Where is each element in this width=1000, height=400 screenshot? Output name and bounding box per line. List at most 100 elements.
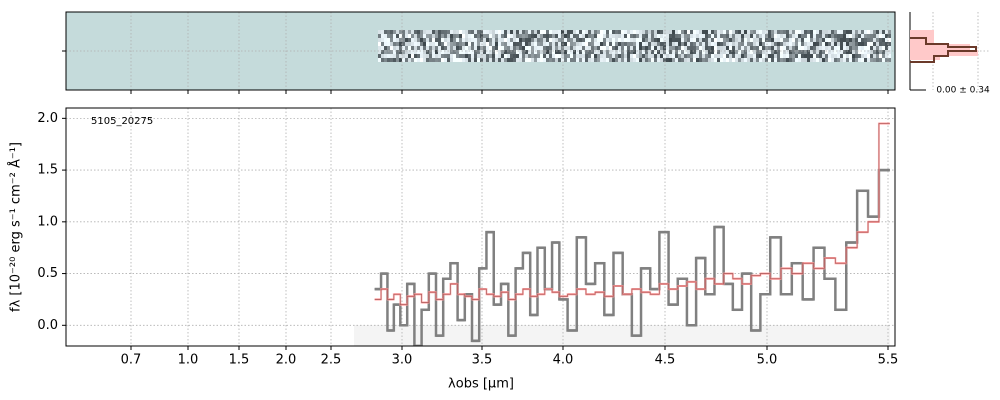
image-pixel bbox=[561, 30, 564, 34]
image-pixel bbox=[471, 54, 474, 58]
image-pixel bbox=[606, 46, 609, 50]
image-pixel bbox=[564, 54, 567, 58]
image-pixel bbox=[717, 58, 720, 62]
image-pixel bbox=[378, 46, 381, 50]
image-pixel bbox=[672, 54, 675, 58]
image-pixel bbox=[468, 30, 471, 34]
image-pixel bbox=[522, 46, 525, 50]
image-pixel bbox=[513, 58, 516, 62]
image-pixel bbox=[822, 34, 825, 38]
image-pixel bbox=[738, 30, 741, 34]
image-pixel bbox=[381, 42, 384, 46]
image-pixel bbox=[417, 42, 420, 46]
image-pixel bbox=[867, 42, 870, 46]
image-pixel bbox=[570, 50, 573, 54]
image-pixel bbox=[774, 54, 777, 58]
image-pixel bbox=[411, 58, 414, 62]
image-pixel bbox=[474, 42, 477, 46]
image-pixel bbox=[573, 30, 576, 34]
image-pixel bbox=[801, 34, 804, 38]
image-pixel bbox=[738, 38, 741, 42]
image-pixel bbox=[864, 54, 867, 58]
image-pixel bbox=[756, 38, 759, 42]
image-pixel bbox=[477, 54, 480, 58]
image-pixel bbox=[837, 54, 840, 58]
image-pixel bbox=[711, 54, 714, 58]
image-pixel bbox=[765, 50, 768, 54]
image-pixel bbox=[405, 38, 408, 42]
image-pixel bbox=[441, 34, 444, 38]
image-pixel bbox=[795, 42, 798, 46]
image-pixel bbox=[720, 34, 723, 38]
image-pixel bbox=[570, 54, 573, 58]
image-pixel bbox=[693, 46, 696, 50]
image-pixel bbox=[723, 42, 726, 46]
image-pixel bbox=[639, 38, 642, 42]
image-pixel bbox=[792, 30, 795, 34]
image-pixel bbox=[624, 30, 627, 34]
image-pixel bbox=[666, 58, 669, 62]
image-pixel bbox=[708, 50, 711, 54]
image-pixel bbox=[804, 34, 807, 38]
image-pixel bbox=[558, 54, 561, 58]
image-pixel bbox=[822, 54, 825, 58]
image-pixel bbox=[540, 58, 543, 62]
image-pixel bbox=[693, 38, 696, 42]
image-pixel bbox=[615, 54, 618, 58]
image-pixel bbox=[702, 30, 705, 34]
image-pixel bbox=[558, 30, 561, 34]
image-pixel bbox=[699, 54, 702, 58]
image-pixel bbox=[675, 54, 678, 58]
image-pixel bbox=[888, 54, 891, 58]
image-pixel bbox=[495, 42, 498, 46]
image-pixel bbox=[492, 50, 495, 54]
image-pixel bbox=[828, 58, 831, 62]
image-pixel bbox=[729, 50, 732, 54]
image-pixel bbox=[867, 46, 870, 50]
image-pixel bbox=[654, 58, 657, 62]
image-pixel bbox=[525, 34, 528, 38]
image-pixel bbox=[882, 34, 885, 38]
image-pixel bbox=[729, 38, 732, 42]
image-pixel bbox=[390, 42, 393, 46]
image-pixel bbox=[582, 58, 585, 62]
image-pixel bbox=[642, 58, 645, 62]
image-pixel bbox=[432, 42, 435, 46]
image-pixel bbox=[813, 54, 816, 58]
image-pixel bbox=[462, 30, 465, 34]
image-pixel bbox=[555, 50, 558, 54]
image-pixel bbox=[759, 42, 762, 46]
image-pixel bbox=[870, 34, 873, 38]
image-pixel bbox=[816, 54, 819, 58]
image-pixel bbox=[798, 42, 801, 46]
image-pixel bbox=[462, 38, 465, 42]
image-pixel bbox=[399, 38, 402, 42]
image-pixel bbox=[801, 50, 804, 54]
image-pixel bbox=[666, 54, 669, 58]
image-pixel bbox=[753, 54, 756, 58]
image-pixel bbox=[870, 58, 873, 62]
image-pixel bbox=[699, 34, 702, 38]
image-pixel bbox=[843, 54, 846, 58]
image-pixel bbox=[678, 42, 681, 46]
image-pixel bbox=[384, 42, 387, 46]
image-pixel bbox=[747, 38, 750, 42]
image-pixel bbox=[447, 58, 450, 62]
image-pixel bbox=[465, 58, 468, 62]
image-pixel bbox=[792, 34, 795, 38]
image-pixel bbox=[783, 58, 786, 62]
image-pixel bbox=[666, 38, 669, 42]
image-pixel bbox=[531, 46, 534, 50]
image-pixel bbox=[687, 34, 690, 38]
image-pixel bbox=[798, 38, 801, 42]
image-pixel bbox=[420, 42, 423, 46]
image-pixel bbox=[441, 54, 444, 58]
image-pixel bbox=[462, 58, 465, 62]
image-pixel bbox=[867, 38, 870, 42]
image-pixel bbox=[888, 42, 891, 46]
image-pixel bbox=[591, 42, 594, 46]
image-pixel bbox=[462, 42, 465, 46]
image-pixel bbox=[684, 34, 687, 38]
image-pixel bbox=[684, 50, 687, 54]
image-pixel bbox=[441, 50, 444, 54]
